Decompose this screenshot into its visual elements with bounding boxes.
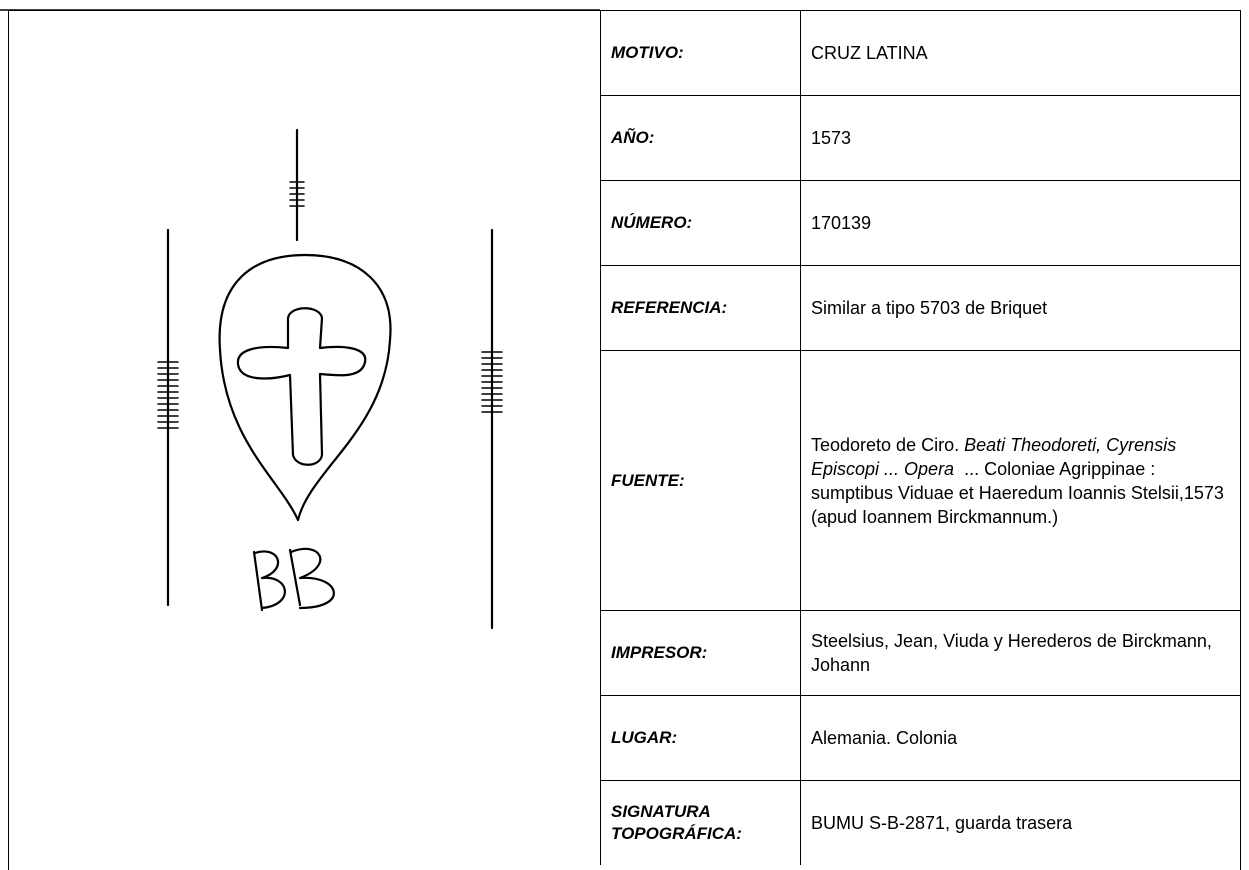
field-value: Similar a tipo 5703 de Briquet	[800, 265, 1241, 350]
field-label: IMPRESOR:	[600, 610, 800, 695]
value-run: Teodoreto de Ciro.	[811, 434, 965, 455]
value-text: Similar a tipo 5703 de Briquet	[811, 296, 1047, 320]
field-value: BUMU S-B-2871, guarda trasera	[800, 780, 1241, 865]
value-run: 1573	[811, 128, 852, 148]
value-run: Steelsius, Jean, Viuda y Herederos de Bi…	[811, 631, 1217, 675]
value-text: 170139	[811, 211, 871, 235]
field-label: NÚMERO:	[600, 180, 800, 265]
field-value: Steelsius, Jean, Viuda y Herederos de Bi…	[800, 610, 1241, 695]
label-text: IMPRESOR:	[611, 643, 708, 662]
field-label: REFERENCIA:	[600, 265, 800, 350]
label-text: AÑO:	[611, 128, 655, 147]
value-run: BUMU S-B-2871, guarda trasera	[811, 813, 1073, 833]
label-text: LUGAR:	[611, 728, 678, 747]
field-value: CRUZ LATINA	[800, 10, 1241, 95]
value-run: 170139	[811, 213, 872, 233]
label-text: SIGNATURA TOPOGRÁFICA:	[611, 802, 742, 843]
field-value: 1573	[800, 95, 1241, 180]
field-value: 170139	[800, 180, 1241, 265]
value-run: Alemania. Colonia	[811, 728, 958, 748]
field-value: Teodoreto de Ciro. Beati Theodoreti, Cyr…	[800, 350, 1241, 610]
field-label: FUENTE:	[600, 350, 800, 610]
value-text: CRUZ LATINA	[811, 41, 928, 65]
label-text: MOTIVO:	[611, 43, 684, 62]
field-label: LUGAR:	[600, 695, 800, 780]
value-run: Similar a tipo 5703 de Briquet	[811, 298, 1048, 318]
value-run: ... Coloniae Agrippinae : sumptibus Vidu…	[811, 458, 1229, 527]
field-label: AÑO:	[600, 95, 800, 180]
value-text: BUMU S-B-2871, guarda trasera	[811, 811, 1072, 835]
value-run: CRUZ LATINA	[811, 43, 928, 63]
field-value: Alemania. Colonia	[800, 695, 1241, 780]
label-text: FUENTE:	[611, 470, 685, 490]
label-text: REFERENCIA:	[611, 298, 728, 317]
value-text: Steelsius, Jean, Viuda y Herederos de Bi…	[811, 629, 1231, 677]
value-text: Teodoreto de Ciro. Beati Theodoreti, Cyr…	[811, 433, 1231, 529]
field-label: MOTIVO:	[600, 10, 800, 95]
watermark-drawing	[0, 9, 600, 630]
label-text: NÚMERO:	[611, 213, 693, 232]
field-label: SIGNATURA TOPOGRÁFICA:	[600, 780, 800, 865]
value-text: Alemania. Colonia	[811, 726, 957, 750]
value-text: 1573	[811, 126, 851, 150]
value-run: Beati Theodoreti, Cyrensis Episcopi ... …	[811, 434, 1182, 479]
